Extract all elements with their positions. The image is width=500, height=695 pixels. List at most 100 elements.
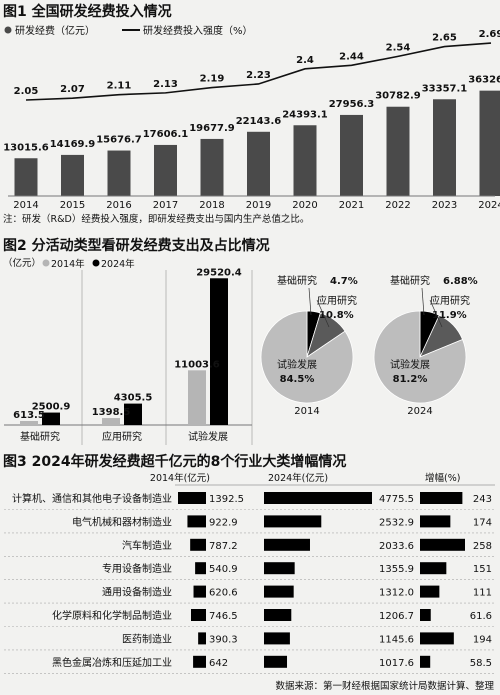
header-2024: 2024年(亿元) [268,472,328,484]
industry-row: 化学原料和化学制品制造业 746.5 1206.7 61.6 [4,609,495,627]
industry-name: 通用设备制造业 [102,586,172,599]
value-2014: 390.3 [209,634,238,645]
line-label-intensity-2022: 2.54 [386,42,411,53]
line-label-intensity-2014: 2.05 [14,86,39,97]
line-label-intensity-2024: 2.69 [479,29,500,40]
x-tick-基础研究: 基础研究 [20,430,60,443]
line-label-intensity-2021: 2.44 [339,51,364,62]
bar-2024 [264,562,295,575]
figure-1-note: 注：研发（R&D）经费投入强度，即研发经费支出与国内生产总值之比。 [3,213,309,225]
bar-rd-2021 [340,114,363,196]
bar-2014 [195,562,206,575]
pie-label-value-2024-基础研究: 6.88% [443,276,478,287]
pie-label-value-2014-基础研究: 4.7% [330,276,358,287]
x-tick-2022: 2022 [385,200,410,211]
figure-3-source: 数据来源：第一财经根据国家统计局数据计算、整理 [275,680,494,692]
industry-row: 计算机、通信和其他电子设备制造业 1392.5 4775.5 243 [4,492,495,510]
pie-label-value-2024-试验发展: 81.2% [393,374,428,385]
figure-3: 图3 2024年研发经费超千亿元的8个行业大类增幅情况 2014年(亿元) 2024… [3,453,495,692]
value-growth: 111 [473,588,492,599]
industry-row: 黑色金属冶炼和压延加工业 642 1017.6 58.5 [4,655,495,674]
industry-row: 电气机械和器材制造业 922.9 2532.9 174 [4,515,495,534]
bar-2024-试验发展 [210,278,228,425]
bar-rd-2023 [433,99,456,196]
legend-2024-label: 2024年 [101,258,135,270]
value-2014: 620.6 [209,588,238,599]
legend-label-rd-expenditure: 研发经费（亿元） [15,24,95,37]
pie-year-2024: 2024 [407,406,432,417]
value-2024: 1206.7 [379,611,414,622]
value-2024: 1145.6 [379,634,414,645]
figure-3-title: 图3 2024年研发经费超千亿元的8个行业大类增幅情况 [3,453,346,470]
value-2014: 540.9 [209,564,238,575]
pie-leader-2014-基础研究 [308,287,312,316]
bar-2014-试验发展 [188,370,206,425]
bar-2024 [264,538,310,551]
line-intensity [25,42,492,101]
line-label-intensity-2023: 2.65 [432,33,457,44]
bar-2014-基础研究 [20,421,38,425]
pie-label-name-2024-应用研究: 应用研究 [430,294,470,307]
bar-label-rd-2024: 36326.8 [468,75,500,86]
pie-leader-2024-应用研究 [429,299,443,328]
value-growth: 58.5 [470,658,492,669]
bar-rd-2018 [200,138,224,196]
bar-rd-2016 [107,150,131,196]
bar-label-2024-应用研究: 4305.5 [114,393,153,404]
legend-2024-marker [92,259,100,267]
value-2024: 4775.5 [379,494,414,505]
bar-label-rd-2023: 33357.1 [422,83,468,94]
x-tick-2023: 2023 [432,200,457,211]
bar-growth [420,632,454,645]
x-tick-试验发展: 试验发展 [188,430,228,443]
bar-label-rd-2020: 24393.1 [282,109,328,120]
bar-label-rd-2016: 15676.7 [96,135,142,146]
industry-name: 汽车制造业 [122,539,172,552]
bar-label-rd-2017: 17606.1 [143,129,189,140]
line-label-intensity-2019: 2.23 [246,70,271,81]
legend-2014-label: 2014年 [51,258,85,270]
pie-label-name-2014-试验发展: 试验发展 [277,358,317,371]
bar-growth [420,609,431,621]
value-2024: 2532.9 [379,517,414,528]
bar-label-2024-基础研究: 2500.9 [32,402,71,413]
industry-name: 化学原料和化学制品制造业 [52,609,172,622]
line-label-intensity-2016: 2.11 [107,81,132,92]
bar-label-rd-2021: 27956.3 [329,99,375,110]
value-growth: 174 [473,517,492,528]
figure-1-title: 图1 全国研发经费投入情况 [3,3,172,20]
industry-name: 医药制造业 [122,632,172,645]
bar-rd-2024 [479,90,500,196]
bar-2024 [264,655,288,668]
pie-label-name-2014-基础研究: 基础研究 [277,274,317,287]
bar-label-2014-应用研究: 1398.5 [92,407,131,418]
industry-row: 专用设备制造业 540.9 1355.9 151 [4,562,495,581]
industry-row: 汽车制造业 787.2 2033.6 258 [4,538,495,557]
value-2014: 787.2 [209,541,238,552]
industry-name: 黑色金属冶炼和压延加工业 [52,656,172,669]
legend-2014-marker [42,259,50,267]
x-tick-2021: 2021 [339,200,364,211]
bar-label-2014-试验发展: 11003.6 [174,359,220,370]
x-tick-2015: 2015 [60,200,85,211]
x-tick-2018: 2018 [199,200,224,211]
bar-growth [420,515,451,528]
figure-2: 图2 分活动类型看研发经费支出及占比情况（亿元） 2014年 2024年613.52… [3,237,478,445]
x-tick-2017: 2017 [153,200,178,211]
pie-2024: 基础研究 6.88% 应用研究 11.9% 试验发展 81.2% 2024 [373,274,478,417]
pie-leader-2024-基础研究 [421,287,425,316]
bar-rd-2017 [154,144,177,196]
bar-2024-基础研究 [42,412,60,425]
bar-rd-2022 [386,106,410,196]
line-label-intensity-2018: 2.19 [200,74,225,85]
bar-2024 [264,609,292,621]
pie-label-name-2024-试验发展: 试验发展 [390,358,430,371]
value-2014: 642 [209,658,228,669]
header-2014: 2014年(亿元) [150,472,210,484]
bar-2014 [190,538,206,551]
pie-leader-2014-应用研究 [316,299,330,328]
x-tick-2016: 2016 [106,200,131,211]
line-label-intensity-2020: 2.4 [296,55,314,66]
